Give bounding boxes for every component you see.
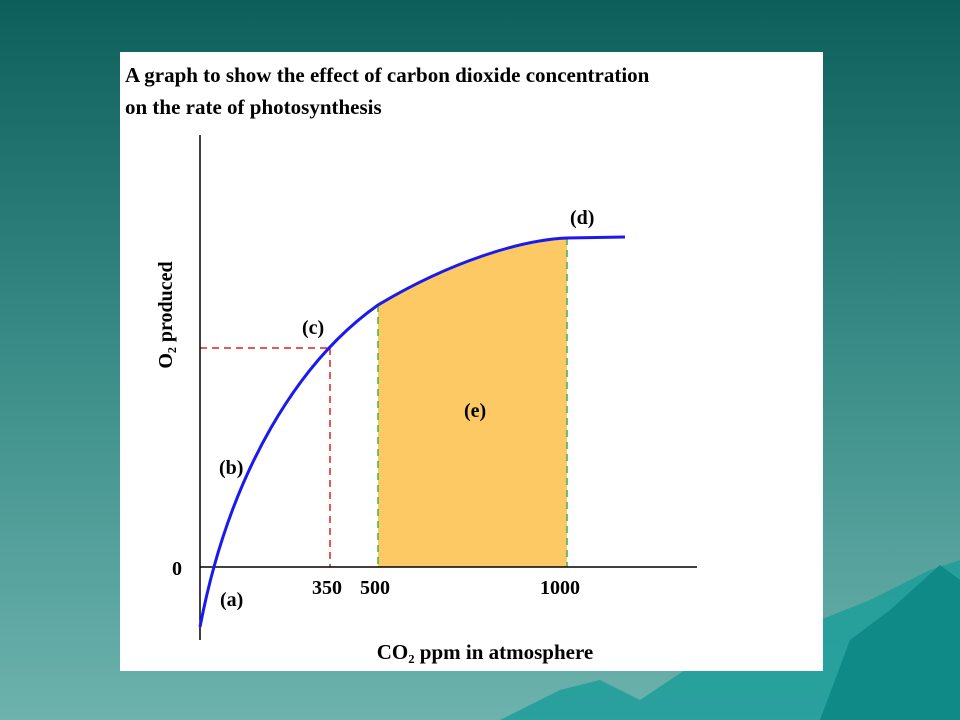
y-axis-label: O₂ produced [155, 261, 177, 368]
point-label: (c) [302, 317, 324, 339]
point-label: (e) [464, 400, 486, 422]
x-tick-label: 500 [360, 577, 390, 599]
title-line: on the rate of photosynthesis [125, 95, 382, 119]
point-label: (a) [220, 589, 243, 611]
mountain-decoration [820, 565, 960, 720]
curve [198, 235, 626, 628]
x-tick-label: 1000 [540, 577, 580, 599]
point-label: (b) [219, 457, 243, 479]
x-axis-label: CO₂ ppm in atmosphere [377, 640, 594, 664]
point-label: (d) [570, 207, 594, 229]
shaded-area [378, 238, 567, 567]
x-tick-label: 350 [312, 577, 342, 599]
title-line: A graph to show the effect of carbon dio… [125, 63, 650, 87]
y-tick-label: 0 [172, 558, 182, 580]
